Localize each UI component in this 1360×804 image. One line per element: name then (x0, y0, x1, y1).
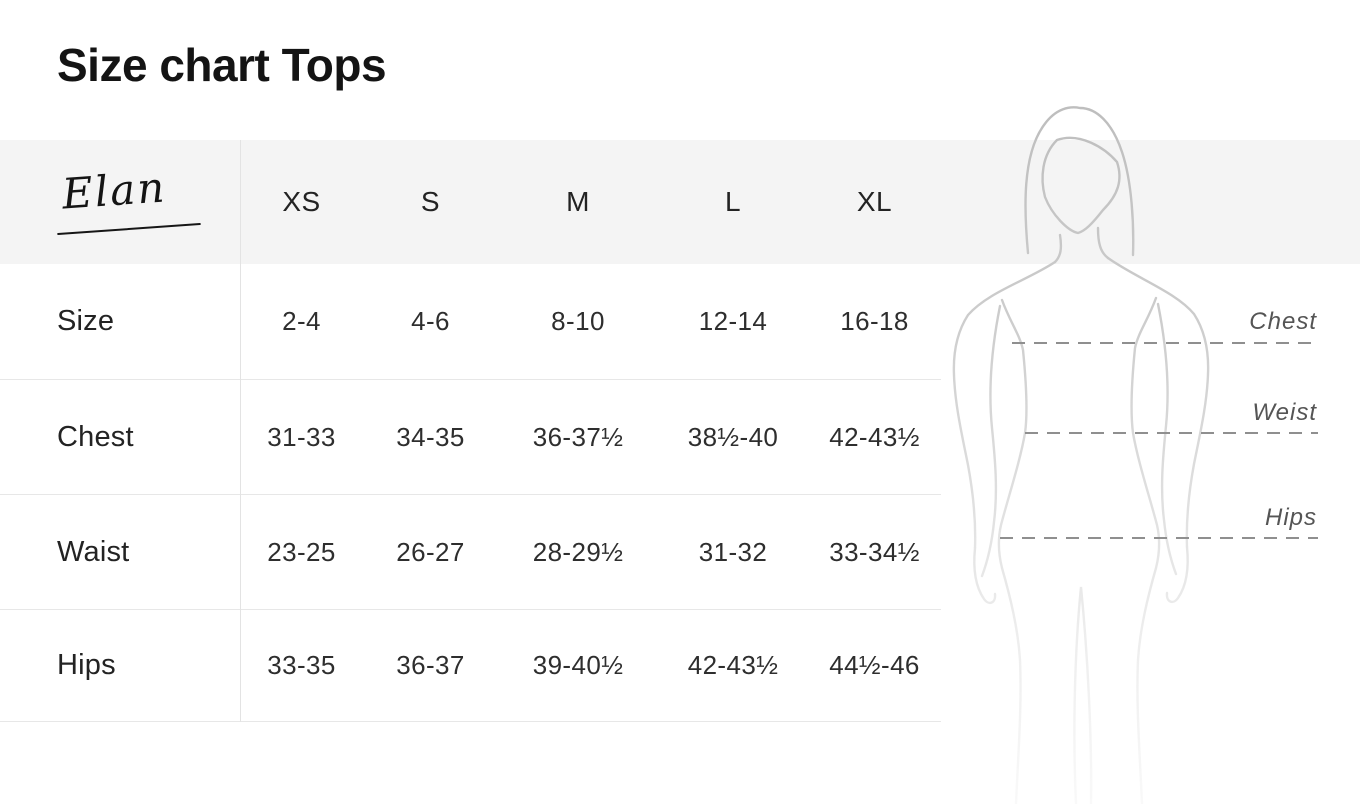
column-header-xl: XL (856, 186, 893, 217)
waist-l: 31-32 (698, 536, 768, 567)
size-m: 8-10 (551, 306, 605, 336)
size-xs: 2-4 (282, 306, 321, 336)
row-label-hips: Hips (57, 649, 116, 681)
chest-s: 34-35 (396, 421, 465, 452)
table-column-divider (240, 140, 241, 722)
body-outline-paths (952, 106, 1210, 804)
size-table: Elan XS S M L XL Size 2-4 4-6 8-10 12-14… (0, 140, 941, 722)
hips-l: 42-43½ (687, 650, 779, 680)
hips-s: 36-37 (396, 650, 465, 680)
column-header-s: S (420, 186, 441, 217)
hips-xl: 44½-46 (829, 650, 920, 680)
chest-xs: 31-33 (267, 421, 336, 452)
page-title: Size chart Tops (57, 39, 387, 91)
row-label-size: Size (57, 305, 115, 337)
waist-xl: 33-34½ (829, 536, 920, 567)
table-header-row: Elan XS S M L XL (0, 140, 941, 264)
brand-logo: Elan (0, 140, 240, 264)
waist-s: 26-27 (396, 536, 465, 567)
chest-m: 36-37½ (532, 421, 624, 452)
hips-measure-label: Hips (1264, 504, 1317, 531)
table-row-hips: Hips 33-35 36-37 39-40½ 42-43½ 44½-46 (0, 610, 941, 722)
brand-logo-underline (57, 222, 201, 236)
chest-l: 38½-40 (687, 421, 779, 452)
hips-xs: 33-35 (267, 650, 336, 680)
waist-xs: 23-25 (267, 536, 336, 567)
woman-body-outline-figure (952, 106, 1318, 804)
table-row-chest: Chest 31-33 34-35 36-37½ 38½-40 42-43½ (0, 380, 941, 495)
column-header-xs: XS (282, 186, 321, 217)
chest-xl: 42-43½ (829, 421, 920, 452)
brand-logo-text: Elan (60, 162, 168, 219)
size-s: 4-6 (411, 306, 450, 336)
chest-measure-label: Chest (1249, 308, 1317, 335)
row-label-chest: Chest (57, 420, 134, 453)
waist-measure-label: Weist (1252, 399, 1317, 426)
size-xl: 16-18 (840, 306, 909, 336)
size-l: 12-14 (698, 306, 768, 336)
row-label-waist: Waist (57, 535, 130, 568)
column-header-m: M (566, 186, 590, 217)
table-row-waist: Waist 23-25 26-27 28-29½ 31-32 33-34½ (0, 495, 941, 610)
hips-m: 39-40½ (532, 650, 624, 680)
table-row-size: Size 2-4 4-6 8-10 12-14 16-18 (0, 264, 941, 380)
column-header-l: L (724, 186, 742, 217)
waist-m: 28-29½ (532, 536, 624, 567)
measure-lines (1000, 342, 1318, 539)
